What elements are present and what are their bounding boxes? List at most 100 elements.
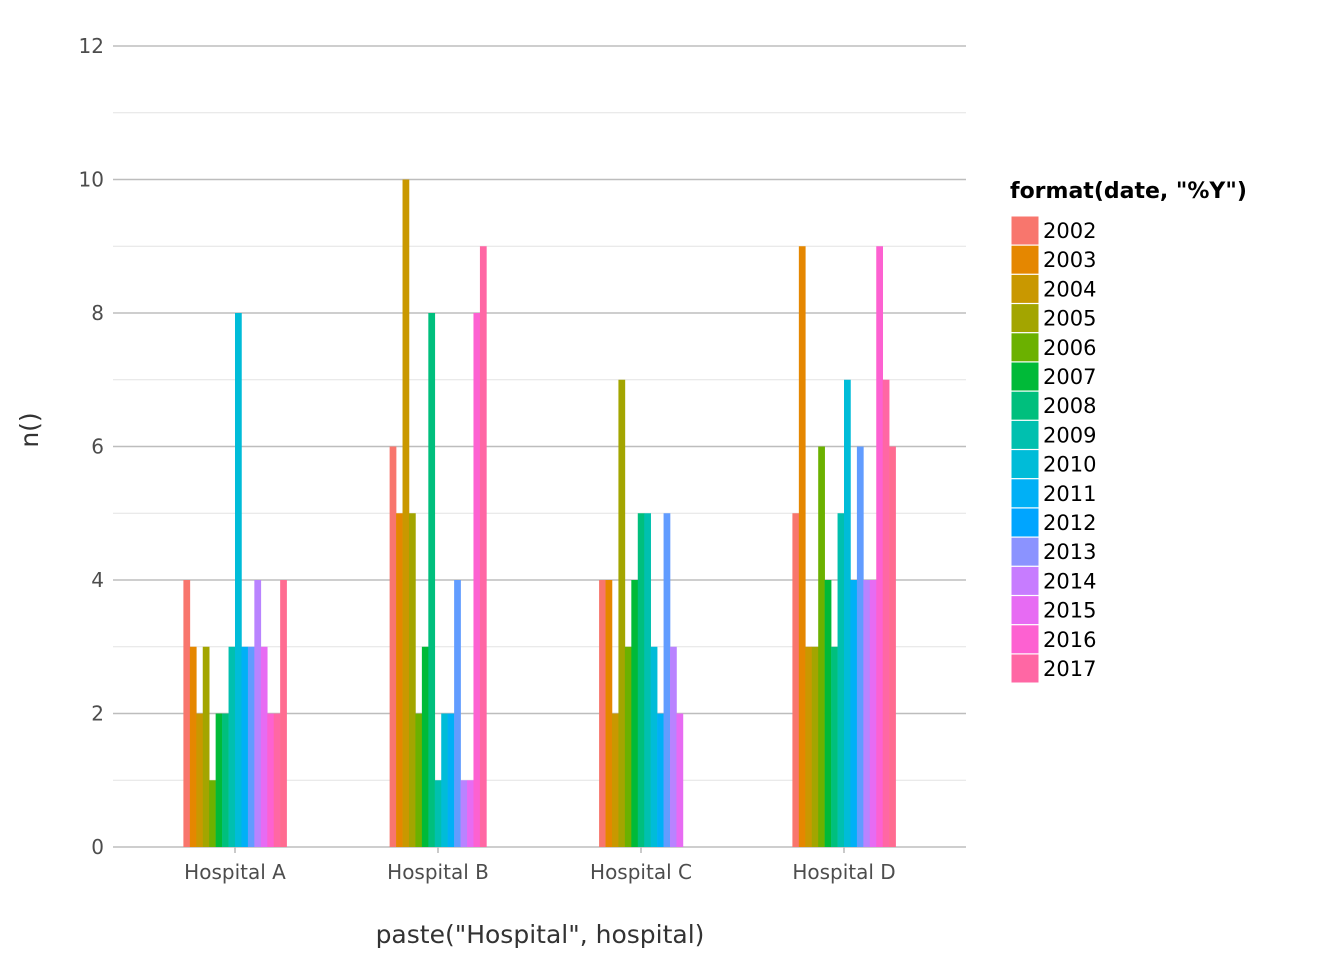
legend-key [1010, 507, 1040, 538]
bar [254, 580, 262, 847]
bar [798, 246, 806, 847]
x-tick-label: Hospital B [387, 860, 489, 884]
bar [831, 646, 838, 847]
legend-key [1010, 332, 1040, 363]
bar [241, 646, 249, 847]
legend-label: 2008 [1043, 394, 1096, 418]
legend-label: 2014 [1043, 569, 1096, 593]
bar [280, 580, 287, 847]
bar [183, 580, 191, 847]
legend-key [1010, 478, 1040, 509]
legend-key [1010, 536, 1040, 567]
legend-key [1010, 390, 1040, 421]
bar [631, 580, 639, 847]
bar [454, 580, 461, 847]
legend-key [1010, 303, 1040, 334]
legend-label: 2006 [1043, 336, 1096, 360]
bar [882, 379, 890, 847]
legend-label: 2017 [1043, 657, 1096, 681]
x-tick-label: Hospital A [184, 860, 286, 884]
bar [247, 646, 255, 847]
bars [183, 179, 896, 847]
bar [837, 513, 845, 847]
bar [421, 646, 429, 847]
legend-key [1010, 215, 1040, 246]
bar [260, 646, 268, 847]
bar [441, 713, 448, 847]
y-tick-label: 0 [91, 835, 104, 859]
bar [670, 646, 677, 847]
bar [844, 379, 851, 847]
x-tick-label: Hospital D [792, 860, 895, 884]
bar [644, 513, 651, 847]
bar [624, 646, 632, 847]
bar [202, 646, 210, 847]
bar [209, 780, 216, 847]
bar [215, 713, 223, 847]
legend-key [1010, 273, 1040, 304]
x-tick-label: Hospital C [590, 860, 692, 884]
bar [222, 713, 229, 847]
legend-key [1010, 595, 1040, 626]
y-tick-label: 6 [91, 435, 104, 459]
bar [889, 446, 896, 847]
legend-label: 2007 [1043, 365, 1096, 389]
y-tick-label: 2 [91, 702, 104, 726]
bar [605, 580, 613, 847]
legend-label: 2002 [1043, 219, 1096, 243]
y-tick-label: 8 [91, 301, 104, 325]
bar [818, 446, 825, 847]
bar [396, 513, 403, 847]
bar [663, 513, 671, 847]
bar [811, 646, 819, 847]
bar [479, 246, 487, 847]
bar [402, 179, 410, 847]
legend-label: 2012 [1043, 511, 1096, 535]
bar [805, 646, 813, 847]
legend-key [1010, 361, 1040, 392]
x-axis-title: paste("Hospital", hospital) [376, 920, 705, 949]
bar [428, 313, 436, 847]
legend-label: 2016 [1043, 628, 1096, 652]
legend-label: 2005 [1043, 307, 1096, 331]
legend-label: 2013 [1043, 540, 1096, 564]
y-tick-label: 12 [79, 34, 104, 58]
legend-label: 2011 [1043, 482, 1096, 506]
bar [267, 713, 274, 847]
bar [273, 713, 281, 847]
bar [611, 713, 619, 847]
bar [447, 713, 455, 847]
legend-label: 2004 [1043, 277, 1096, 301]
legend-key [1010, 653, 1040, 684]
bar [869, 580, 877, 847]
bar [657, 713, 664, 847]
bar [599, 580, 606, 847]
bar [863, 580, 871, 847]
bar [473, 313, 481, 847]
bar [650, 646, 658, 847]
bar [196, 713, 204, 847]
bar [467, 780, 474, 847]
legend-key [1010, 449, 1040, 480]
bar [850, 580, 858, 847]
bar [824, 580, 832, 847]
bar [792, 513, 800, 847]
legend-key [1010, 624, 1040, 655]
legend-label: 2003 [1043, 248, 1096, 272]
legend-key [1010, 565, 1040, 596]
bar [876, 246, 883, 847]
y-axis-title: n() [15, 412, 44, 447]
bar [235, 313, 242, 847]
bar [228, 646, 236, 847]
y-tick-label: 10 [79, 168, 104, 192]
legend: format(date, "%Y") 2002 2003 2004 2005 2006 2… [1010, 179, 1247, 684]
legend-label: 2010 [1043, 453, 1096, 477]
bar [676, 713, 684, 847]
bar [460, 780, 468, 847]
bar [618, 379, 626, 847]
legend-label: 2009 [1043, 423, 1096, 447]
bar [415, 713, 423, 847]
x-axis-ticks: Hospital A Hospital B Hospital C Hospital D [184, 847, 896, 884]
legend-title: format(date, "%Y") [1010, 179, 1247, 204]
